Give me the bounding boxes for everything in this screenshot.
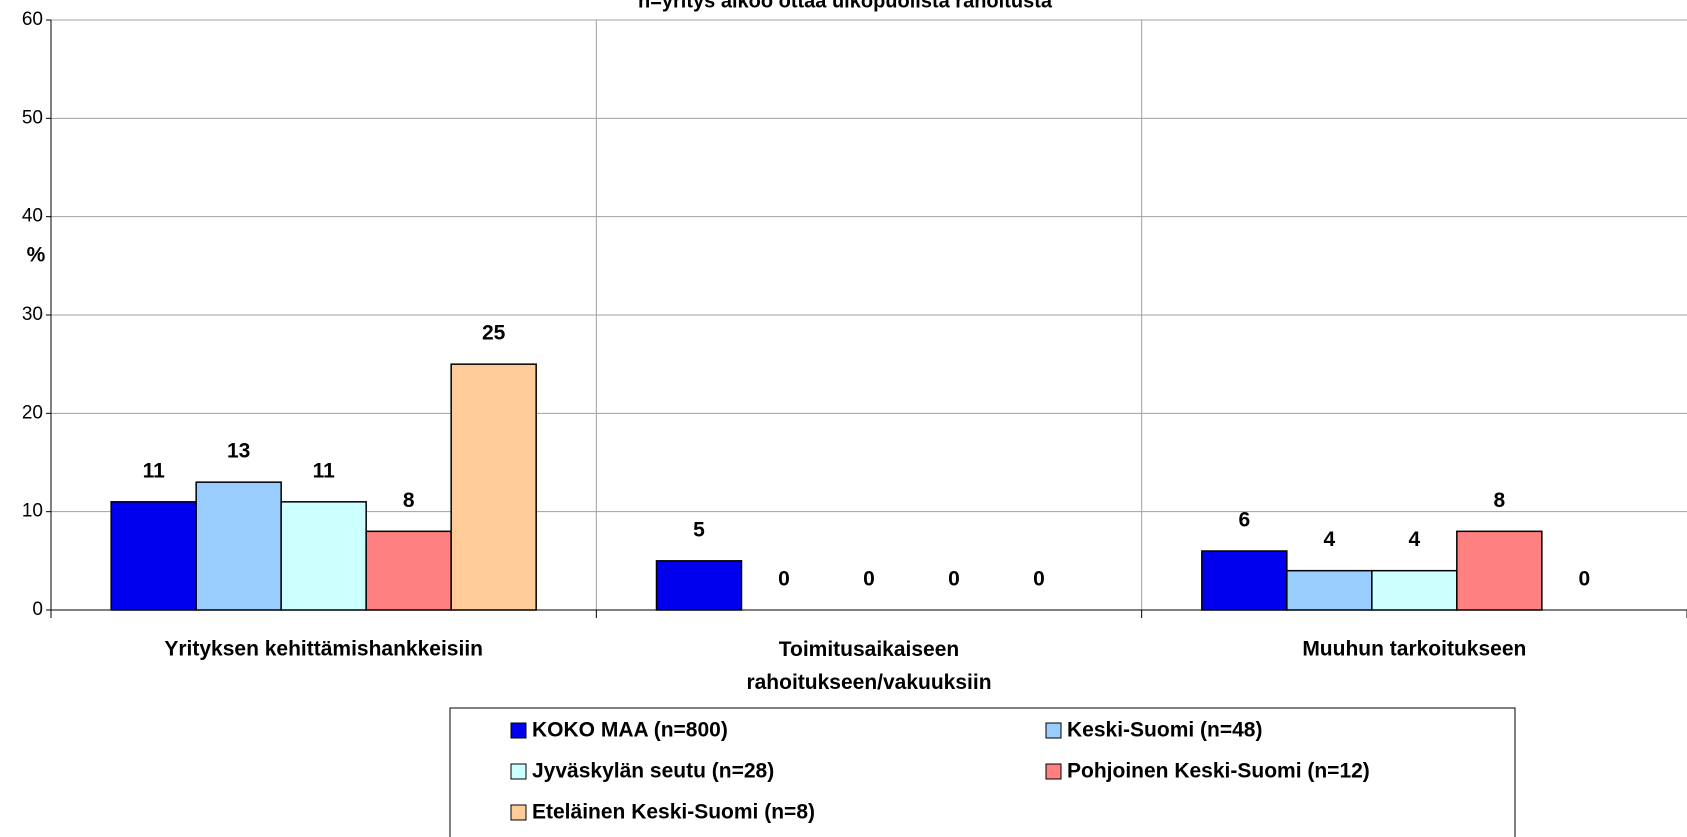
- bar: [450, 363, 537, 611]
- y-tick-label: 30: [22, 304, 43, 325]
- data-label: 0: [778, 568, 790, 591]
- data-label: 0: [1578, 568, 1590, 591]
- x-tick-label: Toimitusaikaiseen rahoitukseen/vakuuksiin: [746, 638, 991, 694]
- legend-swatch: [1045, 722, 1062, 739]
- chart-title: n=yritys aikoo ottaa ulkopuolista rahoit…: [638, 0, 1053, 12]
- bar: [110, 501, 197, 611]
- y-axis-label: %: [27, 244, 46, 267]
- bar: [195, 481, 282, 611]
- legend-swatch: [510, 804, 527, 821]
- data-label: 8: [1493, 489, 1505, 512]
- legend-label: Keski-Suomi (n=48): [1067, 719, 1262, 742]
- bar: [1371, 569, 1458, 611]
- y-tick-label: 50: [22, 107, 43, 128]
- legend-swatch: [1045, 763, 1062, 780]
- data-label: 5: [693, 518, 705, 541]
- data-label: 0: [948, 568, 960, 591]
- y-tick-label: 20: [22, 402, 43, 423]
- legend-swatch: [510, 763, 527, 780]
- data-label: 11: [313, 459, 336, 482]
- data-label: 4: [1323, 528, 1335, 551]
- legend-label: Jyväskylän seutu (n=28): [532, 760, 774, 783]
- legend-label: KOKO MAA (n=800): [532, 719, 728, 742]
- legend-swatch: [510, 722, 527, 739]
- data-label: 0: [1033, 568, 1045, 591]
- data-label: 4: [1408, 528, 1420, 551]
- x-tick-label: Muuhun tarkoitukseen: [1302, 638, 1526, 661]
- data-label: 8: [403, 489, 415, 512]
- data-label: 13: [227, 440, 250, 463]
- bar: [1201, 550, 1288, 611]
- y-tick-label: 40: [22, 206, 43, 227]
- data-label: 11: [143, 459, 166, 482]
- y-tick-label: 0: [32, 599, 43, 620]
- data-label: 0: [863, 568, 875, 591]
- y-tick-label: 60: [22, 9, 43, 30]
- y-tick-label: 10: [22, 501, 43, 522]
- legend-label: Pohjoinen Keski-Suomi (n=12): [1067, 760, 1370, 783]
- legend-label: Eteläinen Keski-Suomi (n=8): [532, 801, 815, 824]
- x-tick-label: Yrityksen kehittämishankkeisiin: [164, 638, 483, 661]
- data-label: 6: [1238, 509, 1250, 532]
- bar: [655, 560, 743, 611]
- bar: [365, 530, 452, 611]
- bar: [280, 501, 367, 611]
- data-label: 25: [482, 322, 506, 345]
- bar: [1286, 569, 1373, 611]
- bar: [1456, 530, 1543, 611]
- legend-box: [449, 707, 1516, 837]
